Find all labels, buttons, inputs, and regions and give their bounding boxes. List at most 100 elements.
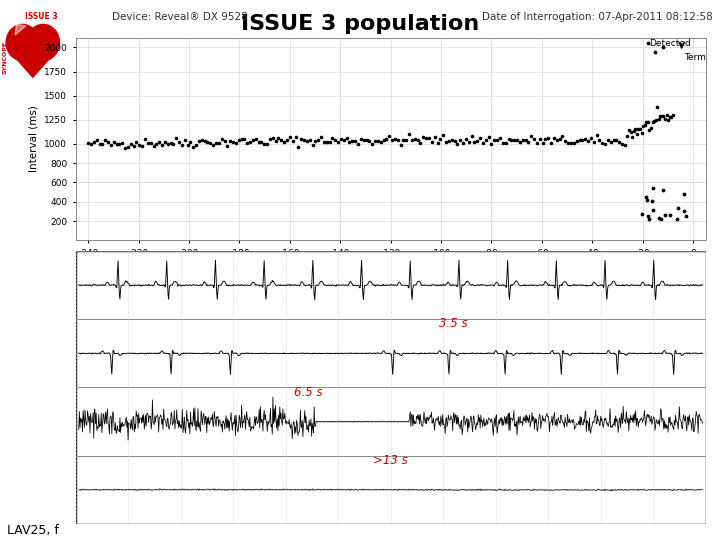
Point	[571, 137, 582, 145]
Point	[537, 139, 549, 147]
Point	[565, 139, 577, 147]
Point	[503, 134, 514, 143]
Point	[652, 103, 663, 111]
Point	[520, 136, 531, 144]
Point	[148, 142, 159, 151]
Point	[168, 139, 179, 148]
Point	[633, 125, 644, 133]
Point	[409, 135, 420, 144]
Point	[330, 135, 341, 144]
Point	[279, 138, 290, 147]
Point	[162, 140, 174, 149]
Point	[531, 139, 543, 148]
Point	[298, 136, 310, 145]
Point	[94, 140, 105, 149]
Point	[613, 137, 625, 146]
Point	[187, 143, 199, 151]
Point	[292, 143, 304, 151]
Point	[505, 136, 517, 144]
Point	[105, 140, 117, 149]
Point	[301, 137, 312, 146]
Point	[236, 134, 248, 143]
Point	[361, 136, 372, 145]
Point	[654, 112, 666, 120]
Point	[174, 138, 185, 147]
Point	[671, 215, 683, 224]
Point	[287, 137, 299, 145]
Point	[150, 140, 162, 149]
Point	[406, 136, 418, 145]
Point	[611, 136, 622, 145]
Point	[372, 137, 384, 145]
Point	[526, 132, 537, 140]
Point	[153, 138, 165, 147]
Point	[429, 132, 441, 141]
Point	[608, 136, 619, 144]
Point	[250, 134, 261, 143]
Point	[307, 141, 318, 150]
Point	[225, 137, 236, 145]
Point	[641, 118, 652, 126]
Point	[378, 136, 390, 145]
Point	[626, 133, 638, 141]
Point	[276, 136, 287, 144]
Point	[389, 135, 400, 144]
Point	[120, 144, 131, 152]
Point	[624, 126, 635, 134]
Point	[85, 140, 96, 149]
Point	[657, 112, 669, 121]
Point	[253, 138, 264, 146]
Point	[650, 116, 662, 125]
Point	[664, 113, 675, 122]
Text: Device: Reveal® DX 9528: Device: Reveal® DX 9528	[112, 12, 248, 22]
Point	[222, 141, 233, 150]
Y-axis label: Interval (ms): Interval (ms)	[29, 106, 39, 172]
Point	[642, 38, 654, 47]
Point	[139, 135, 150, 144]
Point	[568, 139, 580, 147]
Point	[637, 122, 649, 131]
Point	[228, 138, 239, 147]
Point	[358, 135, 369, 144]
Point	[660, 115, 671, 124]
Point	[199, 137, 210, 146]
Text: LAV25, f: LAV25, f	[7, 524, 59, 537]
Point	[642, 195, 653, 204]
Text: Term: Term	[684, 53, 706, 62]
Point	[333, 137, 344, 146]
Point	[554, 134, 565, 143]
Point	[678, 207, 689, 215]
Point	[128, 141, 140, 150]
Text: Date of Interrogation: 07-Apr-2011 08:12:58: Date of Interrogation: 07-Apr-2011 08:12…	[482, 12, 713, 22]
Point	[667, 110, 679, 119]
Point	[622, 132, 634, 140]
Point	[352, 139, 364, 148]
Point	[508, 136, 520, 144]
Point	[440, 138, 452, 147]
Point	[207, 141, 219, 150]
Point	[403, 130, 415, 138]
Point	[426, 138, 438, 146]
Point	[88, 138, 99, 146]
Point	[366, 139, 378, 148]
Point	[469, 138, 480, 146]
Point	[244, 138, 256, 146]
Circle shape	[6, 24, 39, 60]
Point	[639, 120, 650, 129]
Point	[159, 137, 171, 146]
Point	[625, 128, 636, 137]
Point	[304, 136, 315, 145]
Point	[678, 190, 690, 198]
Point	[133, 141, 145, 150]
Point	[443, 137, 454, 146]
Point	[497, 139, 508, 147]
Point	[145, 138, 156, 147]
Point	[381, 135, 392, 144]
Point	[241, 139, 253, 147]
Text: >13 s: >13 s	[373, 454, 408, 467]
Point	[327, 134, 338, 143]
Point	[179, 136, 191, 145]
Text: Detected: Detected	[649, 39, 691, 48]
Point	[418, 133, 429, 141]
Point	[514, 138, 526, 146]
